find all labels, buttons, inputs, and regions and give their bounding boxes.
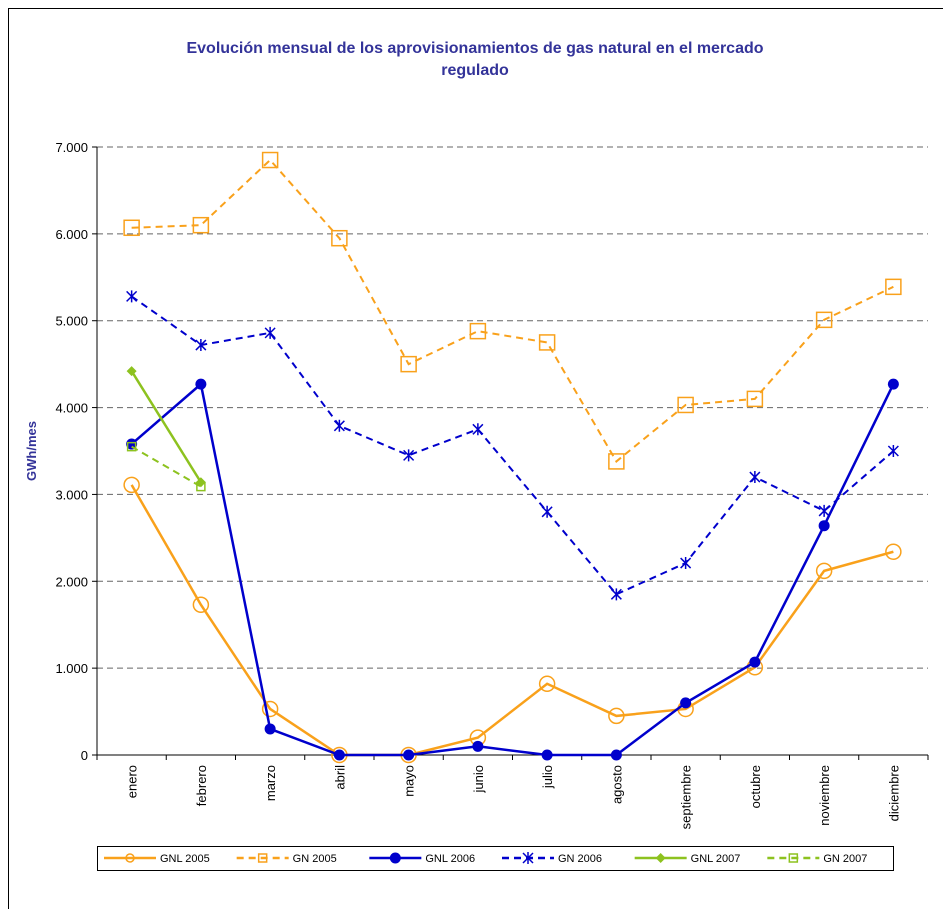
data-point: [195, 378, 207, 390]
y-tick-label: 7.000: [55, 140, 88, 155]
y-axis-label: GWh/mes: [24, 421, 39, 481]
legend-label: GN 2006: [558, 853, 602, 865]
x-tick-label: septiembre: [679, 765, 694, 829]
data-point: [887, 445, 899, 457]
x-tick-label: julio: [540, 765, 555, 789]
x-tick-label: mayo: [402, 765, 417, 797]
data-point: [885, 278, 902, 296]
data-point: [126, 438, 138, 450]
data-point: [815, 562, 833, 580]
data-point: [472, 740, 484, 752]
data-point: [261, 151, 279, 169]
data-point: [610, 588, 622, 601]
y-tick-label: 1.000: [55, 661, 88, 676]
data-point: [677, 396, 694, 414]
x-tick-label: agosto: [609, 765, 624, 804]
data-point: [192, 216, 210, 234]
legend-label: GNL 2006: [425, 853, 475, 865]
legend-marker: [257, 853, 268, 863]
legend-box: [97, 846, 894, 871]
chart-border: [8, 8, 943, 909]
data-point: [195, 339, 207, 352]
chart-title: Evolución mensual de los aprovisionamien…: [186, 40, 764, 79]
x-tick-label: diciembre: [886, 765, 901, 821]
data-point: [403, 449, 415, 462]
data-point: [123, 219, 140, 237]
y-tick-label: 6.000: [55, 227, 88, 242]
data-point: [538, 334, 556, 351]
legend-marker: [522, 852, 534, 864]
legend-label: GN 2005: [293, 853, 337, 865]
legend-marker: [788, 853, 799, 863]
data-point: [126, 441, 137, 452]
data-point: [196, 481, 206, 492]
data-point: [746, 390, 764, 408]
data-point: [333, 419, 345, 432]
data-point: [331, 229, 348, 247]
series-line: [130, 370, 202, 483]
data-point: [541, 505, 553, 518]
data-point: [192, 596, 210, 613]
x-tick-label: marzo: [263, 765, 278, 801]
data-point: [818, 520, 830, 532]
data-point: [541, 749, 553, 761]
y-tick-label: 4.000: [55, 401, 88, 416]
legend-marker: [389, 852, 401, 864]
data-point: [400, 355, 417, 373]
y-tick-label: 2.000: [55, 574, 88, 589]
legend-label: GNL 2005: [160, 853, 210, 865]
data-point: [472, 423, 484, 436]
data-point: [749, 471, 761, 484]
data-point: [538, 675, 556, 693]
data-point: [680, 557, 692, 570]
series-line: [130, 484, 894, 757]
y-tick-label: 5.000: [55, 314, 88, 329]
x-tick-label: enero: [125, 765, 140, 798]
data-point: [815, 311, 833, 329]
data-point: [680, 697, 692, 709]
series-line: [131, 295, 895, 596]
series-line: [130, 381, 895, 757]
x-tick-label: junio: [471, 765, 486, 793]
legend-marker: [125, 853, 135, 863]
data-point: [123, 476, 140, 494]
data-point: [749, 656, 761, 668]
data-point: [610, 749, 622, 761]
data-point: [403, 749, 415, 761]
data-point: [126, 290, 138, 303]
series-line: [131, 158, 894, 463]
y-tick-label: 3.000: [55, 487, 88, 502]
data-point: [261, 700, 279, 718]
x-tick-label: octubre: [748, 765, 763, 808]
series-line: [131, 445, 202, 488]
data-point: [887, 378, 899, 390]
x-tick-label: noviembre: [817, 765, 832, 826]
data-point: [818, 504, 830, 517]
data-point: [333, 749, 345, 761]
data-point: [264, 326, 276, 339]
data-point: [885, 543, 902, 561]
legend-marker: [655, 853, 666, 863]
legend-label: GNL 2007: [691, 853, 741, 865]
x-tick-label: febrero: [194, 765, 209, 806]
data-point: [469, 322, 487, 340]
data-point: [126, 366, 137, 377]
legend-label: GN 2007: [823, 853, 867, 865]
data-point: [608, 707, 625, 725]
y-tick-label: 0: [81, 748, 88, 763]
data-point: [608, 453, 625, 470]
data-point: [264, 723, 276, 735]
x-tick-label: abril: [332, 765, 347, 790]
